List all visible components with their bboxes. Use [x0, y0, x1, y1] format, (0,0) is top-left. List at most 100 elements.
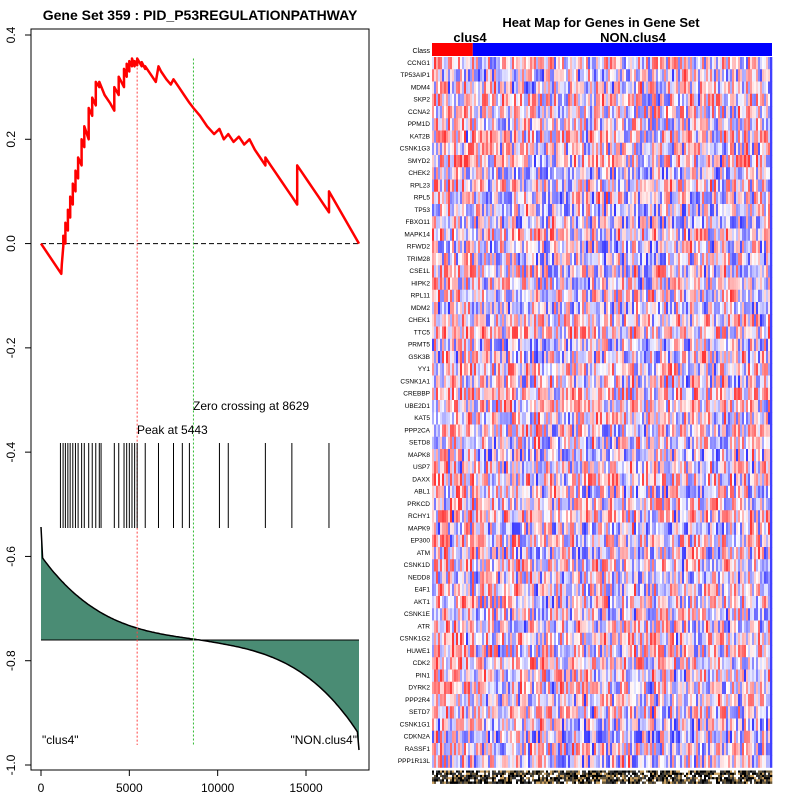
heatmap-cell [476, 204, 478, 217]
heatmap-cell [496, 82, 498, 95]
heatmap-cell [564, 57, 566, 70]
heatmap-cell [514, 57, 516, 70]
heatmap-cell [606, 94, 608, 107]
heatmap-cell [664, 216, 666, 229]
heatmap-cell [508, 204, 510, 217]
heatmap-cell [770, 278, 772, 291]
heatmap-cell [632, 339, 634, 352]
heatmap-cell [652, 265, 654, 278]
heatmap-cell [626, 327, 628, 340]
heatmap-cell [438, 376, 440, 389]
heatmap-cell [710, 155, 712, 168]
heatmap-cell [674, 339, 676, 352]
heatmap-cell [694, 106, 696, 119]
heatmap-cell [632, 376, 634, 389]
heatmap-cell [612, 216, 614, 229]
heatmap-cell [658, 94, 660, 107]
heatmap-cell [646, 314, 648, 327]
heatmap-cell [486, 57, 488, 70]
heatmap-cell [452, 314, 454, 327]
heatmap-cell [708, 57, 710, 70]
heatmap-cell [440, 290, 442, 303]
heatmap-cell [644, 216, 646, 229]
heatmap-cell [676, 192, 678, 205]
heatmap-cell [496, 363, 498, 376]
heatmap-cell [708, 106, 710, 119]
heatmap-cell [530, 192, 532, 205]
heatmap-cell [446, 57, 448, 70]
heatmap-cell [750, 314, 752, 327]
heatmap-cell [518, 290, 520, 303]
heatmap-cell [438, 241, 440, 254]
heatmap-cell [622, 167, 624, 180]
heatmap-cell [626, 94, 628, 107]
heatmap-cell [470, 339, 472, 352]
heatmap-cell [636, 192, 638, 205]
heatmap-cell [714, 204, 716, 217]
heatmap-cell [598, 180, 600, 193]
heatmap-cell [696, 363, 698, 376]
heatmap-cell [584, 253, 586, 266]
heatmap-cell [520, 106, 522, 119]
heatmap-cell [748, 302, 750, 315]
heatmap-cell [450, 302, 452, 315]
heatmap-cell [506, 400, 508, 413]
heatmap-cell [654, 131, 656, 144]
heatmap-cell [500, 82, 502, 95]
heatmap-cell [698, 180, 700, 193]
heatmap-cell [538, 314, 540, 327]
heatmap-cell [594, 265, 596, 278]
heatmap-cell [444, 57, 446, 70]
heatmap-cell [608, 155, 610, 168]
heatmap-cell [604, 57, 606, 70]
heatmap-cell [588, 339, 590, 352]
heatmap-cell [556, 192, 558, 205]
heatmap-cell [712, 155, 714, 168]
heatmap-cell [766, 69, 768, 82]
heatmap-cell [606, 302, 608, 315]
heatmap-cell [480, 388, 482, 401]
heatmap-cell [680, 167, 682, 180]
heatmap-cell [556, 204, 558, 217]
heatmap-cell [678, 327, 680, 340]
heatmap-cell [636, 180, 638, 193]
heatmap-cell [434, 278, 436, 291]
heatmap-cell [770, 106, 772, 119]
heatmap-cell [708, 192, 710, 205]
heatmap-cell [650, 118, 652, 131]
heatmap-cell [630, 290, 632, 303]
heatmap-cell [512, 388, 514, 401]
gene-label: DYRK2 [408, 685, 430, 692]
heatmap-cell [598, 118, 600, 131]
heatmap-cell [446, 314, 448, 327]
heatmap-cell [476, 400, 478, 413]
heatmap-cell [666, 204, 668, 217]
heatmap-cell [760, 94, 762, 107]
heatmap-cell [534, 400, 536, 413]
heatmap-cell [488, 82, 490, 95]
heatmap-cell [722, 229, 724, 242]
heatmap-cell [680, 241, 682, 254]
heatmap-cell [546, 143, 548, 156]
heatmap-cell [552, 192, 554, 205]
heatmap-cell [544, 376, 546, 389]
heatmap-cell [744, 57, 746, 70]
heatmap-cell [660, 94, 662, 107]
heatmap-cell [538, 290, 540, 303]
heatmap-cell [482, 290, 484, 303]
heatmap-cell [572, 327, 574, 340]
heatmap-cell [528, 327, 530, 340]
heatmap-cell [676, 302, 678, 315]
heatmap-cell [720, 290, 722, 303]
heatmap-cell [448, 82, 450, 95]
heatmap-cell [584, 82, 586, 95]
heatmap-cell [740, 167, 742, 180]
heatmap-cell [618, 118, 620, 131]
heatmap-cell [762, 302, 764, 315]
heatmap-cell [638, 241, 640, 254]
heatmap-cell [474, 376, 476, 389]
heatmap-cell [544, 106, 546, 119]
heatmap-cell [750, 290, 752, 303]
heatmap-cell [712, 351, 714, 364]
heatmap-cell [716, 118, 718, 131]
